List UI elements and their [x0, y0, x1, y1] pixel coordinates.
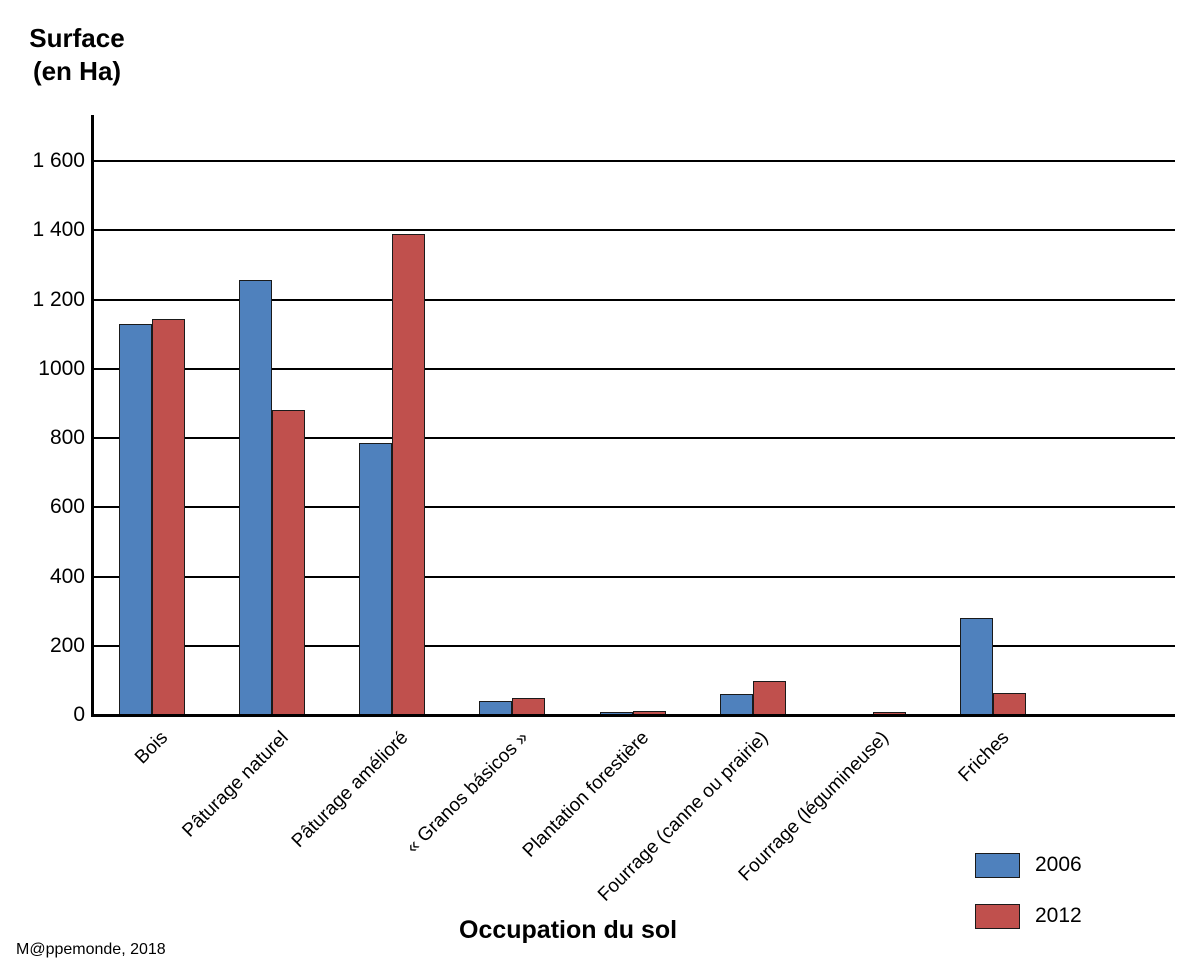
x-tick-label-5: Plantation forestière — [518, 727, 653, 862]
legend-label-2012: 2012 — [1035, 904, 1082, 927]
bar-2006-1 — [119, 323, 152, 715]
gridline-1000 — [93, 367, 1175, 370]
bar-2006-4 — [479, 701, 513, 715]
y-tick-label-200: 200 — [49, 633, 85, 657]
bar-2012-2 — [272, 410, 306, 715]
x-tick-label-8: Friches — [954, 727, 1014, 787]
gridline-1400 — [93, 229, 1175, 232]
y-tick-label-1400: 1 400 — [32, 218, 85, 242]
y-axis-title-line2: (en Ha) — [32, 56, 122, 86]
y-tick-label-1000: 1000 — [38, 356, 85, 380]
y-tick-label-400: 400 — [49, 564, 85, 588]
x-tick-label-3: Pâturage amélioré — [287, 727, 413, 852]
x-axis-line — [93, 714, 1175, 717]
gridline-800 — [93, 437, 1175, 439]
bar-2012-4 — [512, 697, 546, 715]
y-axis-line — [91, 115, 94, 717]
bar-2012-1 — [152, 318, 185, 715]
bar-2006-2 — [239, 280, 273, 715]
y-tick-label-1600: 1 600 — [32, 149, 85, 172]
x-tick-label-4: « Granos básicos » — [401, 727, 533, 858]
x-tick-label-1: Bois — [131, 727, 173, 769]
legend: 2006 2012 — [975, 852, 1082, 954]
gridline-600 — [93, 506, 1175, 509]
gridline-1200 — [93, 298, 1175, 301]
bar-2012-8 — [992, 693, 1026, 715]
y-tick-label-600: 600 — [49, 495, 85, 519]
gridline-1600 — [93, 160, 1175, 162]
legend-swatch-2006 — [975, 852, 1020, 878]
y-tick-label-0: 0 — [73, 703, 85, 726]
legend-item-2012: 2012 — [975, 903, 1082, 929]
x-tick-label-2: Pâturage naturel — [178, 727, 293, 842]
bar-2006-8 — [959, 618, 993, 715]
bar-2012-6 — [752, 681, 786, 715]
y-axis-title: Surface (en Ha) — [26, 22, 128, 88]
bar-2006-3 — [359, 443, 393, 715]
legend-label-2006: 2006 — [1035, 853, 1082, 876]
bar-2012-3 — [392, 233, 426, 715]
legend-item-2006: 2006 — [975, 852, 1082, 878]
y-tick-label-1200: 1 200 — [32, 287, 85, 311]
x-axis-title: Occupation du sol — [459, 916, 678, 944]
y-axis-title-line1: Surface — [29, 23, 125, 53]
bar-2006-6 — [719, 693, 753, 715]
gridline-200 — [93, 644, 1175, 647]
legend-swatch-2012 — [975, 903, 1020, 929]
credit-text: M@ppemonde, 2018 — [16, 941, 166, 958]
y-tick-label-800: 800 — [49, 426, 85, 449]
gridline-400 — [93, 575, 1175, 578]
